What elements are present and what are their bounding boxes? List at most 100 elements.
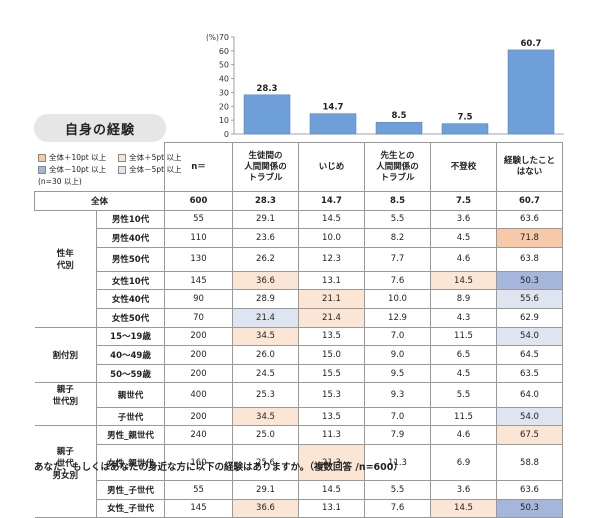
- y-tick-label: 30: [219, 88, 229, 97]
- legend-swatch-minus5: [118, 166, 127, 174]
- cell-value-4: 54.0: [496, 406, 563, 427]
- cell-value-2: 8.5: [364, 191, 431, 211]
- cell-value-4: 67.5: [496, 425, 563, 446]
- cell-value-2: 7.6: [364, 270, 431, 291]
- row-label: 40～49歳: [96, 345, 165, 365]
- cell-n: 400: [164, 382, 233, 408]
- cell-value-1: 14.7: [298, 191, 365, 211]
- row-label: 子世代: [96, 406, 165, 427]
- question-footnote: あなた、もしくはあなたの身近な方に以下の経験はありますか。（複数回答 /n=60…: [34, 462, 403, 473]
- header-col-1: いじめ: [298, 142, 365, 192]
- cell-value-2: 7.7: [364, 246, 431, 272]
- cell-n: 55: [164, 480, 233, 500]
- cell-value-0: 28.9: [232, 289, 299, 309]
- cell-n: 145: [164, 270, 233, 291]
- table-row: 親子 世代別 親世代 400 25.3 15.3 9.3 5.5 64.0: [34, 382, 563, 408]
- group-label-cell: [34, 407, 97, 427]
- cell-n: 240: [164, 425, 233, 446]
- legend-swatch-minus10: [38, 166, 46, 174]
- bar-value-label-1: 14.7: [323, 103, 344, 113]
- cell-n: 200: [164, 406, 233, 427]
- crosstab-table: n＝ 生徒間の 人間関係の トラブル いじめ 先生との 人間関係の トラブル 不登校 経験したこと…: [34, 142, 563, 518]
- cell-value-0: 29.1: [232, 209, 299, 230]
- table-row-total: 全体 600 28.3 14.7 8.5 7.5 60.7: [34, 191, 563, 211]
- cell-value-0: 25.6: [232, 444, 299, 482]
- cell-value-0: 34.5: [232, 406, 299, 427]
- y-tick-label: 70: [219, 33, 229, 42]
- legend-label-plus10: 全体＋10pt 以上: [49, 153, 107, 162]
- bar-1: [309, 113, 357, 135]
- cell-value-3: 5.5: [430, 382, 497, 408]
- cell-value-2: 7.0: [364, 326, 431, 347]
- section-title-badge: 自身の経験: [34, 114, 166, 142]
- group-label-cell: [34, 271, 97, 290]
- cell-value-0: 36.6: [232, 270, 299, 291]
- cell-value-3: 4.6: [430, 246, 497, 272]
- table-row: 女性10代 145 36.6 13.1 7.6 14.5 50.3: [34, 270, 563, 291]
- cell-value-4: 71.8: [496, 228, 563, 248]
- cell-value-2: 9.3: [364, 382, 431, 408]
- cell-value-1: 13.5: [298, 326, 365, 347]
- table-row: 男性40代 110 23.6 10.0 8.2 4.5 71.8: [34, 228, 563, 248]
- bar-4: [507, 49, 555, 135]
- cell-value-0: 24.5: [232, 363, 299, 384]
- header-col-0: 生徒間の 人間関係の トラブル: [232, 142, 299, 192]
- group-label-1: [34, 326, 97, 346]
- cell-value-3: 3.6: [430, 209, 497, 230]
- table-row: 男性_親世代 240 25.0 11.3 7.9 4.6 67.5: [34, 425, 563, 446]
- y-tick-label: 40: [219, 75, 229, 84]
- cell-value-0: 23.6: [232, 228, 299, 248]
- table-row: 女性40代 90 28.9 21.1 10.0 8.9 55.6: [34, 289, 563, 309]
- group-label-cell: [34, 289, 97, 309]
- cell-value-3: 11.5: [430, 326, 497, 347]
- cell-value-4: 63.6: [496, 209, 563, 230]
- group-label-2: 親子 世代別: [34, 382, 97, 408]
- row-label: 男性40代: [96, 228, 165, 248]
- cell-value-2: 5.5: [364, 209, 431, 230]
- cell-value-0: 34.5: [232, 326, 299, 347]
- cell-value-2: 7.9: [364, 425, 431, 446]
- bar-chart: 0 10 20 30 40 50 60 70(%) 28.3 14.7 8.5 7.5 60.7: [206, 33, 564, 139]
- cell-n: 90: [164, 289, 233, 309]
- cell-n: 70: [164, 307, 233, 328]
- cell-n: 55: [164, 209, 233, 230]
- bar-2: [375, 121, 423, 135]
- cell-value-3: 4.5: [430, 363, 497, 384]
- cell-value-2: 11.3: [364, 444, 431, 482]
- cell-value-2: 12.9: [364, 307, 431, 328]
- table-row: 親子 世代 男女別 女性_親世代 160 25.6 21.3 11.3 6.9 58.8: [34, 444, 563, 482]
- row-label: 男性_子世代: [96, 480, 165, 500]
- cell-value-3: 3.6: [430, 480, 497, 500]
- cell-value-0: 26.0: [232, 345, 299, 365]
- cell-value-4: 63.8: [496, 246, 563, 272]
- y-tick-label: 20: [219, 102, 229, 111]
- cell-value-0: 26.2: [232, 246, 299, 272]
- cell-value-1: 12.3: [298, 246, 365, 272]
- row-label: 男性50代: [96, 246, 165, 272]
- bar-value-label-2: 8.5: [391, 111, 406, 121]
- row-label: 女性40代: [96, 289, 165, 309]
- y-tick-label: 50: [219, 61, 229, 70]
- cell-value-4: 50.3: [496, 270, 563, 291]
- cell-n: 110: [164, 228, 233, 248]
- cell-value-3: 4.3: [430, 307, 497, 328]
- table-header-row: n＝ 生徒間の 人間関係の トラブル いじめ 先生との 人間関係の トラブル 不登校 経験したこと…: [35, 142, 563, 192]
- row-label: 男性_親世代: [96, 425, 165, 446]
- table-row: 50～59歳 200 24.5 15.5 9.5 4.5 63.5: [34, 363, 563, 384]
- group-label-0: [34, 209, 97, 229]
- cell-value-1: 15.5: [298, 363, 365, 384]
- cell-value-1: 14.5: [298, 480, 365, 500]
- cell-value-1: 14.5: [298, 209, 365, 230]
- group-label-cell: 親子 世代 男女別: [34, 444, 97, 481]
- cell-value-0: 28.3: [232, 191, 299, 211]
- cell-n: 200: [164, 363, 233, 384]
- cell-value-1: 13.5: [298, 406, 365, 427]
- cell-value-2: 9.0: [364, 345, 431, 365]
- legend-note: (n=30 以上): [38, 177, 82, 186]
- cell-value-4: 54.0: [496, 326, 563, 347]
- group-label-cell: [34, 308, 97, 328]
- header-spacer: [35, 143, 165, 192]
- cell-n: 200: [164, 326, 233, 347]
- row-label: 女性10代: [96, 270, 165, 291]
- cell-value-1: 13.1: [298, 270, 365, 291]
